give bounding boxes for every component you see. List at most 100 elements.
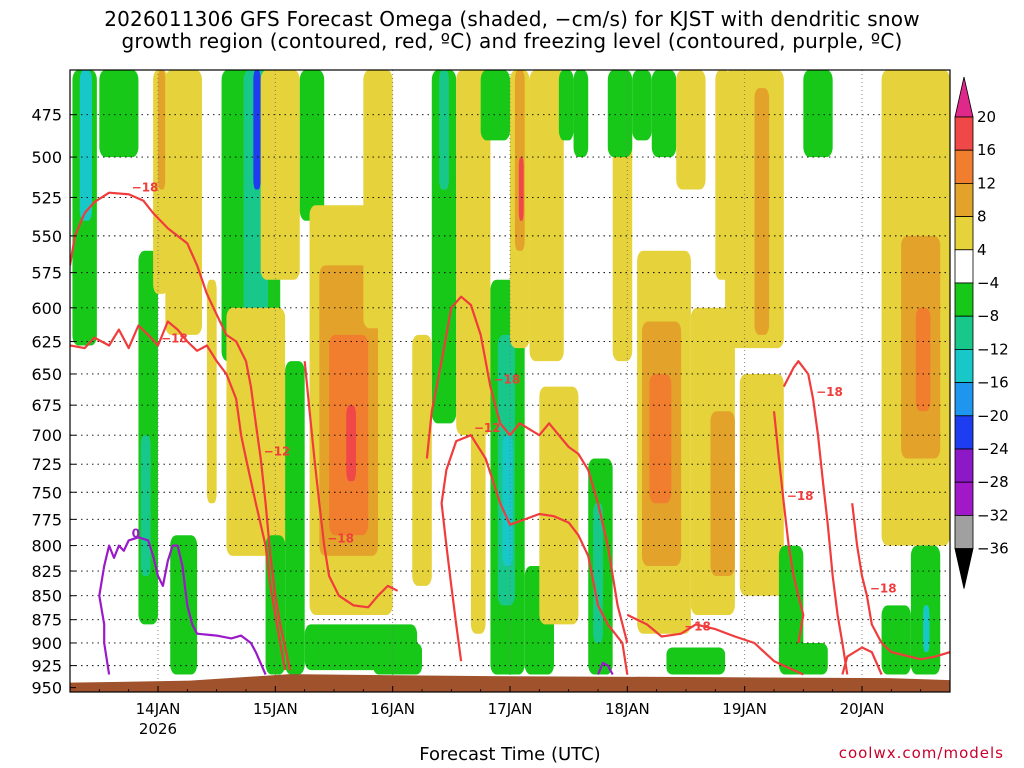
y-tick-label: 550 — [31, 227, 62, 246]
contour-label: −12 — [264, 445, 291, 459]
grid-lines — [70, 70, 950, 692]
colorbar-swatch — [954, 216, 974, 251]
omega-cell — [676, 70, 706, 190]
omega-cell — [373, 642, 422, 675]
x-tick-label: 17JAN — [488, 700, 533, 718]
y-tick-label: 875 — [31, 611, 62, 630]
omega-cell — [170, 535, 198, 675]
omega-cell — [754, 88, 770, 335]
x-tick-label: 20JAN — [840, 700, 885, 718]
y-tick-label: 625 — [31, 333, 62, 352]
dgz-contour — [70, 191, 247, 362]
omega-cell — [206, 279, 217, 504]
contour-label: −18 — [132, 180, 159, 194]
dgz-contour — [440, 434, 629, 675]
colorbar-label: −12 — [977, 340, 1009, 358]
omega-cell — [412, 334, 432, 586]
colorbar-label: 4 — [977, 241, 987, 259]
freezing-level-contour — [98, 536, 267, 675]
dgz-contour — [244, 360, 292, 671]
terrain-shape — [70, 674, 950, 692]
terrain-fill — [70, 674, 950, 692]
x-tick-label: 16JAN — [370, 700, 415, 718]
omega-cell — [140, 435, 151, 577]
colorbar-label: −8 — [977, 307, 999, 325]
contour-label: −18 — [870, 582, 897, 596]
omega-cell — [79, 70, 92, 221]
freezing-level-contour — [596, 661, 614, 676]
chart-title-line-1: 2026011306 GFS Forecast Omega (shaded, −… — [104, 7, 920, 31]
colorbar-swatch — [954, 249, 974, 284]
colorbar-label: −16 — [977, 374, 1009, 392]
omega-cell — [923, 605, 930, 653]
y-tick-label: 750 — [31, 483, 62, 502]
omega-cell — [739, 373, 784, 596]
colorbar-label: −28 — [977, 473, 1009, 491]
colorbar-swatch — [954, 382, 974, 417]
omega-cell — [346, 405, 356, 482]
credit-link[interactable]: coolwx.com/models — [838, 744, 1004, 762]
y-tick-label: 675 — [31, 396, 62, 415]
omega-cell — [710, 411, 735, 577]
dgz-contour — [851, 503, 950, 661]
y-tick-label: 825 — [31, 562, 62, 581]
omega-cell — [470, 386, 486, 634]
dgz-contour — [70, 320, 287, 671]
colorbar-label: −36 — [977, 540, 1009, 558]
colorbar-swatch — [954, 182, 974, 217]
y-tick-label: 950 — [31, 679, 62, 698]
colorbar-swatch — [954, 348, 974, 383]
omega-cell — [881, 605, 911, 675]
omega-cell — [158, 70, 166, 190]
omega-cell — [539, 386, 579, 625]
colorbar-label: −4 — [977, 274, 999, 292]
colorbar-swatch — [954, 282, 974, 317]
dgz-contour — [425, 295, 629, 644]
y-tick-label: 700 — [31, 426, 62, 445]
omega-cell — [253, 70, 261, 190]
omega-cell — [260, 70, 300, 280]
omega-cell — [793, 642, 828, 675]
omega-cell — [226, 307, 286, 556]
contour-label: −12 — [474, 421, 501, 435]
contour-label: −18 — [684, 620, 711, 634]
y-tick-label: 850 — [31, 587, 62, 606]
contour-label: −18 — [161, 332, 188, 346]
colorbar-top-arrow — [954, 76, 974, 118]
colorbar-swatch — [954, 149, 974, 184]
colorbar-label: −20 — [977, 407, 1009, 425]
colorbar-label: 20 — [977, 108, 996, 126]
omega-cell — [502, 435, 513, 567]
omega-cell — [649, 373, 672, 504]
colorbar-bottom-arrow — [954, 548, 974, 589]
y-tick-label: 500 — [31, 148, 62, 167]
omega-cell — [529, 70, 564, 362]
colorbar-swatch — [954, 415, 974, 450]
x-axis: 14JAN 2026 15JAN 16JAN 17JAN 18JAN 19JAN 20JAN — [98, 686, 922, 738]
omega-cell — [518, 157, 524, 221]
omega-cell — [99, 70, 139, 158]
omega-cell — [573, 70, 589, 158]
x-tick-label: 15JAN — [253, 700, 298, 718]
dgz-contour — [303, 361, 399, 609]
dgz-contour — [841, 646, 883, 675]
y-tick-label: 800 — [31, 537, 62, 556]
colorbar-label: 16 — [977, 141, 996, 159]
y-tick-label: 725 — [31, 455, 62, 474]
omega-cell — [439, 70, 449, 190]
dgz-contour — [772, 411, 805, 644]
colorbar: 20 16 12 8 4 −4 −8 −12 −16 −20 −24 −28 −32 −36 — [954, 76, 1009, 589]
contour-label: −18 — [816, 385, 843, 399]
omega-cell — [666, 647, 726, 675]
omega-cell — [803, 70, 833, 158]
x-tick-label: 19JAN — [722, 700, 767, 718]
dgz-contour — [626, 613, 804, 676]
y-tick-label: 925 — [31, 657, 62, 676]
y-tick-label: 575 — [31, 264, 62, 283]
colorbar-label: 12 — [977, 174, 996, 192]
omega-cell — [632, 70, 652, 141]
colorbar-swatch — [954, 481, 974, 516]
omega-shading — [72, 70, 950, 675]
y-tick-label: 900 — [31, 634, 62, 653]
